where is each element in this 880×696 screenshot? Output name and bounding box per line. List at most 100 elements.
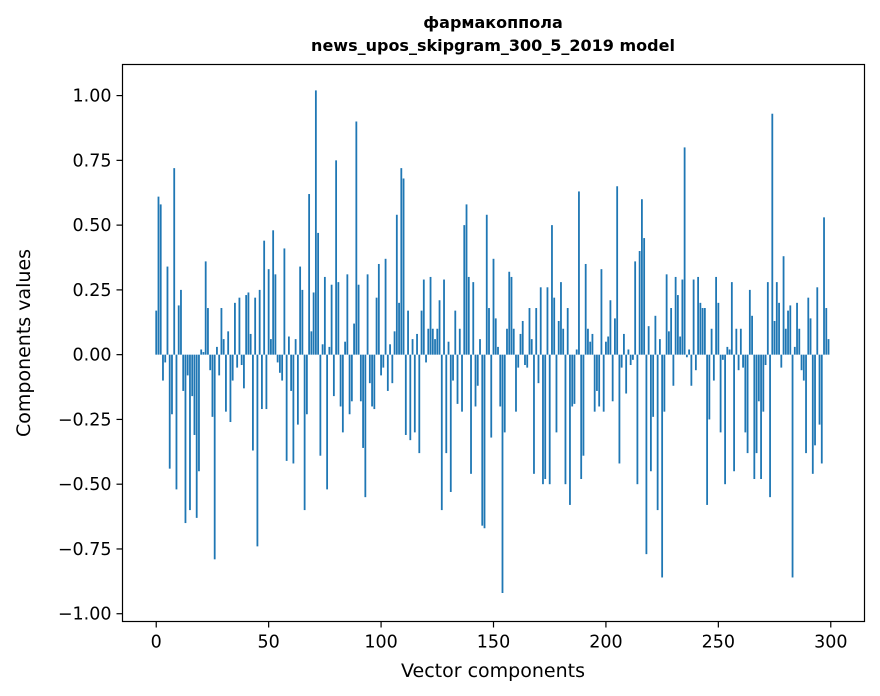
bar <box>398 302 400 355</box>
bar <box>798 328 801 355</box>
bar <box>292 354 295 464</box>
bar <box>697 276 700 355</box>
bar <box>168 354 171 469</box>
y-tick-label: 0.75 <box>73 151 112 171</box>
bar <box>636 354 639 485</box>
bar <box>254 297 257 355</box>
bar <box>562 328 565 355</box>
bar <box>733 354 735 472</box>
bar <box>180 289 182 355</box>
bar <box>593 354 596 412</box>
bar <box>614 318 616 355</box>
bar <box>155 310 158 355</box>
bar <box>607 336 610 355</box>
bar <box>285 354 288 461</box>
bar <box>249 333 252 355</box>
bar <box>739 328 742 355</box>
bar <box>634 261 637 355</box>
bar <box>395 214 398 355</box>
bar <box>225 354 227 412</box>
bar <box>485 214 488 355</box>
bar <box>553 297 556 355</box>
bar <box>198 354 200 472</box>
bar <box>310 331 313 355</box>
bar <box>530 339 533 355</box>
bar <box>409 354 412 441</box>
bar <box>647 326 650 355</box>
bar <box>618 354 621 464</box>
bar <box>717 302 720 355</box>
bar <box>571 354 574 407</box>
bar <box>265 354 268 410</box>
bar <box>701 308 704 355</box>
bar <box>368 354 371 384</box>
bar <box>706 354 709 505</box>
bar <box>557 320 560 355</box>
bar <box>816 287 819 355</box>
bar <box>609 300 612 355</box>
bar <box>827 339 830 355</box>
bar <box>762 354 765 412</box>
bar <box>162 354 164 381</box>
x-tick-label: 300 <box>814 633 847 653</box>
bar <box>465 204 468 355</box>
bar <box>386 354 389 391</box>
bar <box>382 354 385 368</box>
bar <box>519 333 522 355</box>
bar <box>377 263 380 355</box>
bar <box>685 354 688 358</box>
bar <box>683 147 686 355</box>
bar <box>218 354 221 376</box>
bar <box>692 279 695 355</box>
y-tick-label: −0.50 <box>58 475 112 495</box>
bar <box>580 354 583 480</box>
bar <box>400 168 403 355</box>
bar <box>665 274 668 355</box>
bar <box>229 354 232 423</box>
bar <box>526 354 529 368</box>
bar <box>623 333 625 355</box>
bar <box>728 349 731 355</box>
bar <box>584 263 587 355</box>
bar <box>769 354 771 498</box>
bar <box>171 354 173 415</box>
bar <box>420 310 423 355</box>
bar <box>389 344 391 355</box>
bar <box>359 354 362 402</box>
bar <box>326 354 329 490</box>
bar <box>805 354 807 454</box>
bar <box>449 354 452 492</box>
bar <box>508 271 511 355</box>
bar <box>654 315 657 355</box>
bar <box>202 352 205 355</box>
bar <box>694 354 697 371</box>
bar <box>544 354 547 480</box>
bar <box>175 354 178 490</box>
bar <box>330 284 333 355</box>
bar <box>236 354 239 368</box>
y-ticks-group: −1.00 −0.75 −0.50 −0.25 0.00 0.25 0.50 0.75 1.00 <box>58 87 123 625</box>
bar <box>173 168 176 355</box>
bar <box>490 354 493 438</box>
bar <box>735 328 738 355</box>
bar <box>703 308 706 355</box>
bar <box>679 336 682 355</box>
y-tick-label: −1.00 <box>58 605 112 625</box>
bar <box>429 276 432 355</box>
bar <box>416 333 418 355</box>
bar <box>186 354 189 376</box>
bar <box>751 315 753 355</box>
bar <box>436 328 439 355</box>
bar <box>578 191 580 355</box>
bar <box>488 308 490 355</box>
bar <box>517 354 520 368</box>
bar <box>371 354 373 407</box>
bar <box>656 354 659 511</box>
bar <box>688 349 691 355</box>
bar <box>344 341 346 355</box>
bar <box>195 354 198 518</box>
bar <box>261 354 263 410</box>
bar <box>569 354 571 505</box>
bar <box>649 354 652 472</box>
